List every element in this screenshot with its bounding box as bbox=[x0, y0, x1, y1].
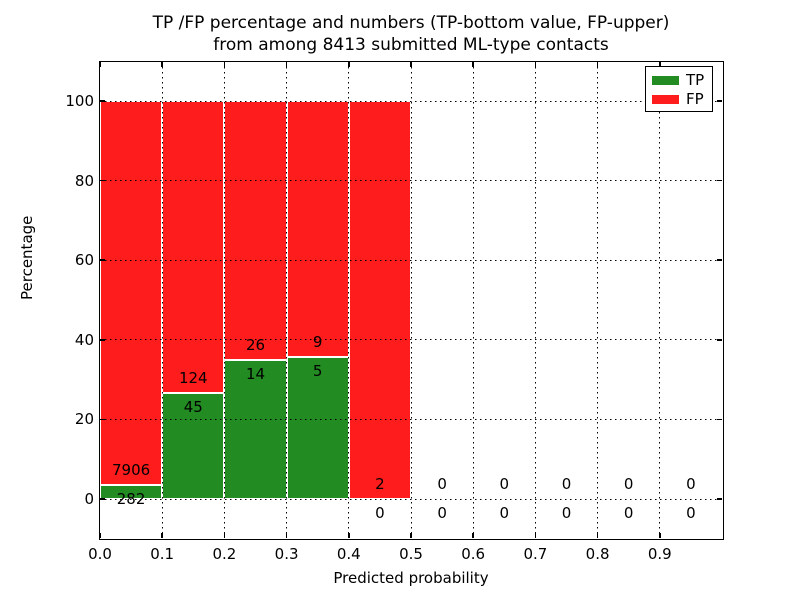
y-axis-tick-right bbox=[717, 339, 722, 341]
x-axis-tick-bottom bbox=[223, 533, 226, 538]
x-tick-label: 0.3 bbox=[274, 545, 299, 563]
chart-title-line1: TP /FP percentage and numbers (TP-bottom… bbox=[152, 13, 670, 33]
x-axis-tick-top bbox=[223, 62, 226, 67]
x-tick-label: 0.5 bbox=[399, 545, 423, 563]
bar-segment-fp bbox=[224, 101, 287, 360]
y-tick-label: 0 bbox=[84, 490, 94, 508]
x-axis-tick-bottom bbox=[99, 533, 101, 538]
legend-item-tp: TP bbox=[652, 71, 706, 90]
x-axis-label: Predicted probability bbox=[333, 569, 489, 587]
y-tick-label: 60 bbox=[74, 251, 94, 270]
x-axis-tick-bottom bbox=[161, 533, 163, 538]
fp-count-label: 7906 bbox=[112, 461, 151, 480]
y-axis-tick-left bbox=[100, 498, 105, 500]
y-tick-label: 40 bbox=[74, 330, 94, 349]
legend-item-fp: FP bbox=[652, 90, 706, 109]
x-axis-tick-top bbox=[596, 62, 599, 67]
x-tick-label: 0.8 bbox=[585, 545, 610, 563]
tp-count-label: 282 bbox=[116, 490, 146, 509]
legend-swatch-tp bbox=[652, 76, 679, 85]
fp-count-label: 0 bbox=[561, 475, 572, 493]
legend-swatch-fp bbox=[652, 95, 679, 104]
x-axis-tick-top bbox=[534, 62, 537, 67]
tp-count-label: 0 bbox=[561, 504, 572, 522]
x-tick-label: 0.2 bbox=[212, 545, 237, 563]
x-axis-tick-bottom bbox=[659, 533, 661, 538]
legend: TP FP bbox=[645, 66, 713, 112]
x-tick-label: 0.1 bbox=[150, 545, 175, 563]
grid-line-vertical bbox=[348, 62, 350, 538]
tp-count-label: 14 bbox=[245, 364, 266, 383]
fp-count-label: 26 bbox=[245, 335, 266, 354]
y-axis-tick-right bbox=[717, 498, 722, 500]
tp-count-label: 0 bbox=[375, 504, 385, 522]
y-axis-tick-left bbox=[100, 339, 105, 341]
legend-label-fp: FP bbox=[686, 90, 704, 108]
grid-line-vertical bbox=[659, 62, 661, 538]
grid-line-vertical bbox=[410, 62, 412, 538]
y-axis-tick-left bbox=[100, 179, 105, 182]
bar-segment-fp bbox=[286, 101, 349, 357]
grid-line-vertical bbox=[286, 62, 288, 538]
x-tick-label: 0.7 bbox=[523, 545, 548, 563]
x-axis-tick-bottom bbox=[596, 533, 599, 538]
y-tick-label: 100 bbox=[65, 92, 94, 110]
y-tick-label: 20 bbox=[74, 410, 94, 429]
x-axis-tick-top bbox=[659, 62, 661, 67]
y-tick-label: 80 bbox=[74, 171, 94, 190]
x-axis-tick-top bbox=[99, 62, 101, 67]
tp-count-label: 0 bbox=[437, 504, 447, 522]
grid-line-vertical bbox=[534, 62, 536, 538]
y-axis-tick-right bbox=[717, 259, 722, 261]
tp-count-label: 5 bbox=[312, 361, 323, 380]
x-axis-tick-bottom bbox=[534, 533, 537, 538]
fp-count-label: 9 bbox=[312, 332, 323, 351]
tp-count-label: 0 bbox=[623, 504, 634, 522]
tp-count-label: 45 bbox=[183, 398, 203, 417]
fp-count-label: 124 bbox=[178, 369, 208, 388]
fp-count-label: 2 bbox=[375, 475, 385, 493]
grid-line-vertical bbox=[161, 62, 163, 538]
bar-segment-fp bbox=[162, 101, 225, 394]
bar-segment-tp bbox=[224, 359, 287, 499]
x-tick-label: 0.0 bbox=[88, 545, 112, 563]
y-axis-tick-right bbox=[717, 100, 722, 102]
y-axis-tick-left bbox=[100, 100, 105, 102]
y-axis-tick-left bbox=[100, 259, 105, 261]
x-tick-label: 0.4 bbox=[336, 545, 361, 563]
bar-segment-fp bbox=[348, 101, 411, 499]
tp-count-label: 0 bbox=[686, 504, 696, 522]
chart-title-line2: from among 8413 submitted ML-type contac… bbox=[213, 35, 609, 55]
fp-count-label: 0 bbox=[437, 475, 447, 493]
grid-line-vertical bbox=[223, 62, 225, 538]
legend-label-tp: TP bbox=[686, 71, 705, 89]
y-axis-tick-right bbox=[717, 418, 722, 421]
x-axis-tick-top bbox=[285, 62, 288, 67]
x-axis-tick-bottom bbox=[348, 533, 350, 538]
x-axis-tick-bottom bbox=[285, 533, 288, 538]
x-axis-tick-top bbox=[472, 62, 474, 67]
x-tick-label: 0.9 bbox=[647, 545, 672, 563]
grid-line-vertical bbox=[597, 62, 599, 538]
x-axis-tick-top bbox=[348, 62, 350, 67]
bar-segment-fp bbox=[100, 101, 163, 486]
x-axis-tick-bottom bbox=[472, 533, 474, 538]
bar-segment-tp bbox=[162, 393, 225, 499]
grid-line-vertical bbox=[472, 62, 474, 538]
fp-count-label: 0 bbox=[623, 475, 634, 493]
fp-count-label: 0 bbox=[499, 475, 510, 493]
bar-segment-tp bbox=[100, 485, 163, 499]
y-axis-tick-right bbox=[717, 179, 722, 182]
chart-title: TP /FP percentage and numbers (TP-bottom… bbox=[11, 12, 800, 56]
x-axis-tick-top bbox=[161, 62, 163, 67]
x-axis-tick-top bbox=[410, 62, 412, 67]
x-tick-label: 0.6 bbox=[461, 545, 486, 563]
x-axis-tick-bottom bbox=[410, 533, 412, 538]
fp-count-label: 0 bbox=[686, 475, 696, 493]
y-axis-tick-left bbox=[100, 418, 105, 421]
bar-segment-tp bbox=[286, 356, 349, 499]
tp-count-label: 0 bbox=[499, 504, 510, 522]
